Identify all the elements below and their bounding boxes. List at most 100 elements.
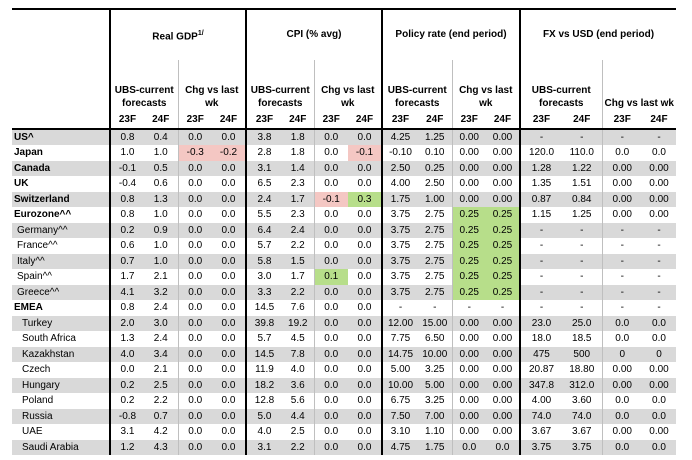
value-cell: 3.67: [519, 424, 562, 440]
value-cell: 0.0: [212, 346, 246, 362]
value-cell: 0.0: [212, 439, 246, 455]
value-cell: 6.4: [245, 222, 282, 238]
value-cell: 1.10: [425, 426, 445, 437]
value-cell: -: [562, 128, 602, 145]
value-cell: 0.2: [109, 393, 144, 409]
value-cell: 0.00: [642, 191, 676, 207]
value-cell: 0.0: [601, 331, 642, 347]
value-cell: 0.25: [486, 207, 520, 223]
value-cell: 0.00: [451, 128, 486, 145]
value-cell: 0.0: [313, 424, 348, 440]
value-cell: 2.1: [153, 271, 168, 282]
value-cell: 1.35: [519, 176, 562, 192]
value-cell: 2.50: [381, 160, 418, 176]
value-cell: 0.0: [177, 424, 212, 440]
row-label: South Africa: [22, 333, 76, 344]
value-cell: -: [580, 271, 584, 282]
year-header-cell: 23F: [451, 112, 486, 130]
value-cell: 0.00: [486, 315, 520, 331]
value-cell: 6.75: [381, 393, 418, 409]
value-cell: 0.0: [221, 364, 236, 375]
value-cell: -0.1: [109, 160, 144, 176]
value-cell: 0.00: [486, 160, 520, 176]
value-cell: 2.75: [418, 222, 452, 238]
value-cell: 2.2: [282, 439, 314, 455]
value-cell: 4.5: [290, 333, 305, 344]
row-label: Germany^^: [12, 222, 110, 238]
group-header-row: Real GDP1/ CPI (% avg) Policy rate (end …: [12, 8, 676, 60]
value-cell: 0.0: [221, 333, 236, 344]
value-cell: -: [642, 222, 676, 238]
value-cell: -: [519, 300, 562, 316]
table-row: Japan 1.0 1.0 -0.3 -0.2 2.8 1.8 0.0 -0.1 -0.10 0.1…: [12, 145, 676, 161]
value-cell: 120.0: [519, 145, 562, 161]
value-cell: -: [601, 269, 642, 285]
value-cell: -: [601, 128, 642, 145]
row-label: Eurozone^^: [14, 209, 72, 220]
value-cell: 0.0: [348, 439, 382, 455]
value-cell: 475: [519, 346, 562, 362]
value-cell: 0.00: [492, 426, 513, 437]
value-cell: 0.0: [177, 176, 212, 192]
value-cell: -: [519, 284, 562, 300]
value-cell: 39.8: [245, 315, 282, 331]
value-cell: 2.4: [245, 191, 282, 207]
row-label: UAE: [22, 426, 43, 437]
value-cell: 0.0: [177, 160, 212, 176]
value-cell: 19.2: [282, 315, 314, 331]
subheader-policy-forecasts: UBS-current forecasts: [381, 60, 452, 112]
year-header-cell: 24F: [418, 112, 452, 130]
row-label: Czech: [22, 364, 51, 375]
value-cell: -: [601, 238, 642, 254]
value-cell: 6.50: [425, 333, 445, 344]
value-cell: 14.5: [245, 346, 282, 362]
value-cell: 4.0: [290, 364, 305, 375]
value-cell: 0.0: [221, 178, 236, 189]
value-cell: 0.0: [313, 160, 348, 176]
table-row: EMEA 0.8 2.4 0.0 0.0 14.5 7.6 0.0 0.0- - - - - - - -: [12, 300, 676, 316]
value-cell: 0.0: [177, 300, 212, 316]
value-cell: 7.50: [381, 408, 418, 424]
value-cell: 0.0: [313, 222, 348, 238]
value-cell: 1.0: [109, 145, 144, 161]
value-cell: -: [562, 253, 602, 269]
row-label: Kazakhstan: [12, 346, 110, 362]
value-cell: 0.0: [652, 395, 666, 406]
value-cell: 2.75: [425, 209, 445, 220]
value-cell: -: [451, 300, 486, 316]
value-cell: 3.25: [425, 364, 445, 375]
row-label: US^: [12, 128, 110, 145]
value-cell: 0.00: [492, 333, 513, 344]
value-cell: 0.25: [451, 253, 486, 269]
value-cell: 1.7: [109, 269, 144, 285]
value-cell: 3.60: [572, 395, 592, 406]
table-row: Czech 0.0 2.1 0.0 0.0 11.9 4.0 0.0 0.0 5.00 3.25 0.…: [12, 362, 676, 378]
value-cell: 0.25: [486, 222, 520, 238]
subheader-gdp-forecasts: UBS-current forecasts: [109, 60, 178, 112]
value-cell: 2.8: [245, 145, 282, 161]
value-cell: 0.0: [348, 160, 382, 176]
value-cell: 0.0: [177, 346, 212, 362]
value-cell: -: [601, 222, 642, 238]
value-cell: 1.2: [109, 439, 144, 455]
value-cell: 0.0: [212, 160, 246, 176]
value-cell: 0.00: [486, 191, 520, 207]
year-header-cell: 23F: [313, 112, 348, 130]
table-row: Canada -0.1 0.5 0.0 0.0 3.1 1.4 0.0 0.0 2.50 0.25 0…: [12, 160, 676, 176]
value-cell: 0.0: [357, 240, 372, 251]
value-cell: 0.0: [313, 176, 348, 192]
value-cell: 0.0: [177, 362, 212, 378]
value-cell: 4.4: [282, 408, 314, 424]
table-row: Spain^^ 1.7 2.1 0.0 0.0 3.0 1.7 0.1 0.0 3.75 2.75 0…: [12, 269, 676, 285]
value-cell: 5.00: [381, 362, 418, 378]
value-cell: 3.4: [144, 346, 178, 362]
table-row: Switzerland 0.8 1.3 0.0 0.0 2.4 1.7 -0.1 0.3 1.75…: [12, 191, 676, 207]
value-cell: 0.25: [451, 284, 486, 300]
value-cell: 1.8: [290, 147, 305, 158]
value-cell: 2.75: [418, 284, 452, 300]
value-cell: 312.0: [562, 377, 602, 393]
value-cell: -0.8: [109, 408, 144, 424]
value-cell: 25.0: [562, 315, 602, 331]
row-label: Turkey: [12, 315, 110, 331]
value-cell: 0.0: [109, 362, 144, 378]
